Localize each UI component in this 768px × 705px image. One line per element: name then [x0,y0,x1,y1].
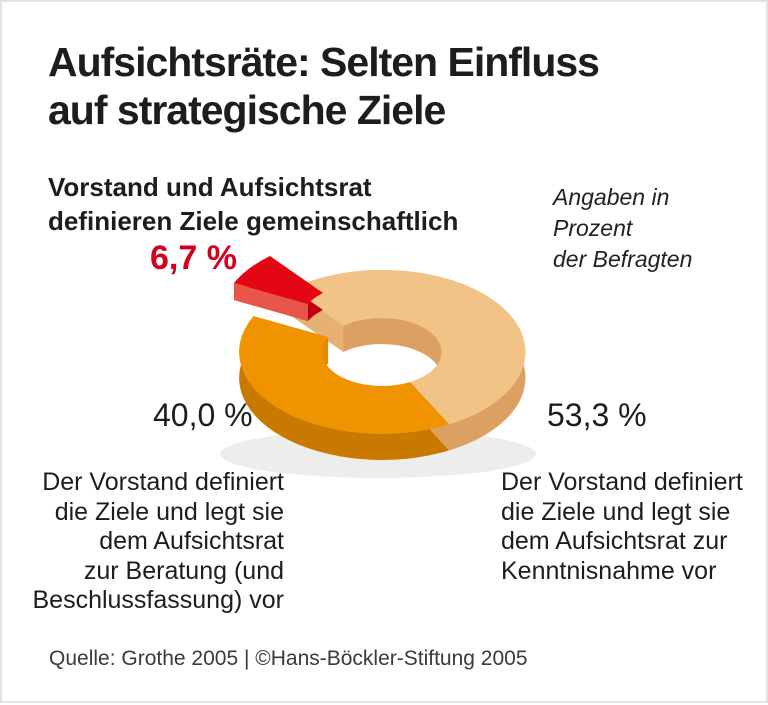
caption-beratung-line4: zur Beratung (und [83,556,284,585]
pie-segment-gemeinschaftlich [234,256,323,304]
caption-kenntnisnahme: Der Vorstand definiert die Ziele und leg… [501,468,751,586]
pie-segment-kenntnisnahme [290,269,526,425]
caption-beratung-line1: Der Vorstand definiert [42,468,284,496]
unit-note-line2: der Befragten [553,246,693,272]
page-title: Aufsichtsräte: Selten Einfluss auf strat… [48,38,708,134]
pie-segment-beratung [239,316,450,434]
pie-sideface-gemeinschaftlich [234,283,308,321]
chart-subtitle-line2: definieren Ziele gemeinschaftlich [48,206,459,236]
unit-note-line1: Angaben in Prozent [553,184,670,241]
value-label-kenntnisnahme: 53,3 % [547,397,647,433]
caption-kenntnisnahme-line1: Der Vorstand definiert [501,468,743,496]
caption-kenntnisnahme-line3: dem Aufsichtsrat zur [501,527,728,555]
chart-subtitle-line1: Vorstand und Aufsichtsrat [48,172,372,202]
page-title-line1: Aufsichtsräte: Selten Einfluss [48,39,600,85]
caption-kenntnisnahme-line2: die Ziele und legt sie [501,497,731,526]
caption-beratung-line2: die Ziele und legt sie [54,497,284,526]
page-title-line2: auf strategische Ziele [48,87,446,133]
source-line: Quelle: Grothe 2005 | ©Hans-Böckler-Stif… [49,647,528,670]
chart-subtitle: Vorstand und Aufsichtsrat definieren Zie… [48,170,468,238]
caption-beratung: Der Vorstand definiert die Ziele und leg… [32,468,284,616]
unit-note: Angaben in Prozent der Befragten [553,182,753,275]
value-label-beratung: 40,0 % [153,397,253,433]
caption-kenntnisnahme-line4: Kenntnisnahme vor [501,556,717,585]
value-label-gemeinschaftlich: 6,7 % [150,239,237,277]
caption-beratung-line3: dem Aufsichtsrat [99,527,284,555]
caption-beratung-line5: Beschlussfassung) vor [32,586,284,614]
